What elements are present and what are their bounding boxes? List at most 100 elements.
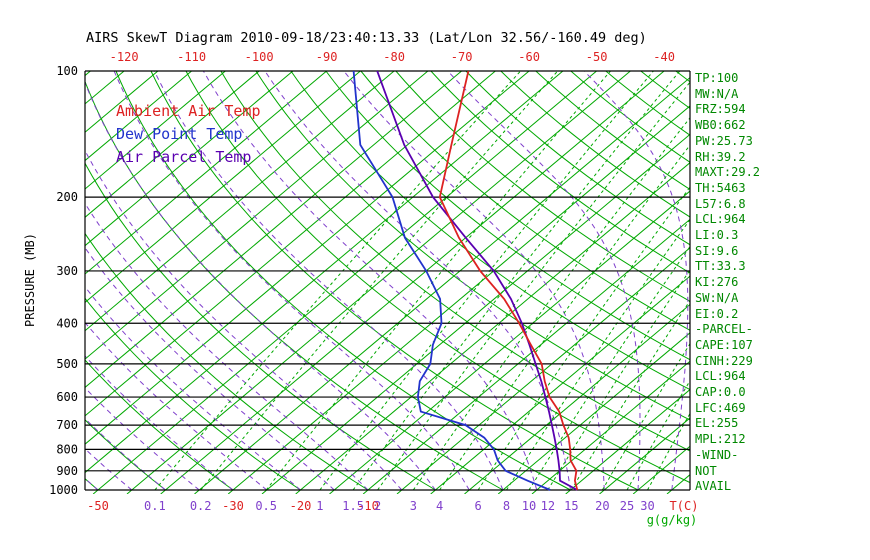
moist-adiabat-line (85, 246, 335, 491)
stat-line: RH:39.2 (695, 149, 746, 164)
top-axis-tick-label: -70 (451, 50, 473, 64)
mixing-unit-label: g(g/kg) (647, 513, 698, 527)
dry-adiabat-line (465, 71, 690, 246)
isotherm-line (85, 71, 192, 162)
moist-adiabat-line (583, 71, 689, 491)
isotherm-line (85, 71, 327, 275)
pressure-tick-label: 100 (56, 64, 78, 78)
plot-background (0, 71, 690, 494)
mixing-ratio-line (439, 144, 690, 491)
stat-line: NOT (695, 463, 717, 478)
mixing-ratio-tick-label: 0.1 (144, 499, 166, 513)
top-axis-tick-label: -80 (383, 50, 405, 64)
isotherm-line (194, 76, 690, 494)
dry-adiabat-line (220, 71, 690, 452)
bottom-temp-tick-label: -50 (87, 499, 109, 513)
mixing-ratio-line (647, 412, 690, 491)
isotherm-line (85, 71, 496, 417)
isotherm-line (599, 417, 690, 494)
dry-adiabat-line (395, 71, 690, 302)
dry-adiabat-line (535, 71, 690, 191)
mixing-ratio-line (412, 117, 690, 491)
top-axis-tick-label: -50 (586, 50, 608, 64)
dry-adiabat-line (85, 297, 301, 491)
stat-line: FRZ:594 (695, 102, 746, 117)
mixing-ratio-tick-label: 6 (475, 499, 482, 513)
isotherm-line (497, 332, 690, 494)
moist-adiabat-line (202, 71, 538, 491)
isotherm-line (92, 71, 597, 494)
moist-adiabat-line (85, 321, 268, 491)
dry-adiabat-line (325, 71, 690, 361)
stat-line: -WIND- (695, 447, 739, 462)
stat-line: KI:276 (695, 275, 739, 290)
top-axis-tick-label: -110 (177, 50, 206, 64)
mixing-ratio-line (154, 71, 521, 491)
legend-air-parcel-temp: Air Parcel Temp (116, 148, 252, 166)
mixing-ratio-tick-label: 12 (541, 499, 555, 513)
pressure-tick-label: 200 (56, 190, 78, 204)
mixing-ratio-line (626, 379, 690, 491)
dry-adiabat-line (500, 71, 690, 218)
air-parcel-temp-curve (376, 71, 578, 491)
moist-adiabat-line (343, 71, 605, 491)
bottom-temp-tick-label: -30 (222, 499, 244, 513)
isotherm-line (0, 71, 23, 494)
temp-unit-label: T(C) (670, 499, 699, 513)
dry-adiabat-line (85, 232, 369, 491)
stats-panel: TP:100 MW:N/A FRZ:594 WB0:662 PW:25.73 RH:39.… (695, 71, 760, 495)
stat-line: CAPE:107 (695, 337, 753, 352)
isotherm-line (85, 71, 530, 445)
isotherm-line (85, 71, 429, 360)
axis-labels: -120 -110 -100 -90 -80 -70 -60 -50 -40 -50 -30 -20 -… (23, 50, 698, 527)
pressure-tick-label: 1000 (49, 483, 78, 497)
stat-line: -PARCEL- (695, 322, 753, 337)
stat-line: TP:100 (695, 71, 739, 85)
mixing-ratio-tick-label: 0.2 (190, 499, 212, 513)
mixing-ratio-tick-label: 4 (436, 499, 443, 513)
stat-line: EL:255 (695, 416, 739, 431)
moist-adiabat-line (85, 477, 99, 491)
stat-line: LCL:964 (695, 369, 746, 384)
isotherm-line (295, 162, 690, 494)
isotherm-line (227, 105, 690, 494)
pressure-tick-label: 400 (56, 316, 78, 330)
stat-line: CINH:229 (695, 353, 753, 368)
isotherm-line (160, 71, 665, 494)
dew-point-temp-curve (352, 71, 551, 491)
mixing-ratio-tick-label: 25 (620, 499, 634, 513)
moist-adiabat-line (153, 71, 504, 491)
sounding-curves (352, 71, 579, 491)
isotherm-line (531, 360, 690, 494)
mixing-ratio-line (319, 71, 654, 491)
isotherm-line (464, 303, 690, 494)
pressure-tick-label: 500 (56, 357, 78, 371)
moist-adiabat-line (85, 149, 403, 491)
mixing-ratio-tick-label: 0.5 (255, 499, 277, 513)
mixing-ratio-line (506, 218, 690, 491)
stat-line: TT:33.3 (695, 259, 746, 274)
pressure-tick-label: 600 (56, 390, 78, 404)
moist-adiabat-line (85, 202, 369, 491)
dry-adiabat-line (290, 71, 690, 391)
dry-adiabat-line (85, 359, 234, 491)
stat-line: L57:6.8 (695, 196, 746, 211)
isotherm-line (85, 71, 395, 332)
top-axis-tick-label: -100 (245, 50, 274, 64)
dry-adiabat-line (85, 162, 436, 491)
moist-adiabat-line (264, 71, 571, 491)
mixing-ratio-tick-label: 30 (640, 499, 654, 513)
mixing-ratio-line (377, 81, 690, 491)
bottom-temp-tick-label: -20 (290, 499, 312, 513)
dry-adiabat-line (255, 71, 690, 421)
dry-adiabat-line (570, 71, 690, 163)
mixing-ratio-tick-label: 2 (374, 499, 381, 513)
isotherm-line (85, 71, 462, 389)
mixing-ratio-tick-label: 10 (522, 499, 536, 513)
top-axis-tick-label: -40 (653, 50, 675, 64)
stat-line: WB0:662 (695, 118, 746, 133)
stat-line: SW:N/A (695, 290, 739, 305)
isotherm-line (85, 71, 564, 474)
